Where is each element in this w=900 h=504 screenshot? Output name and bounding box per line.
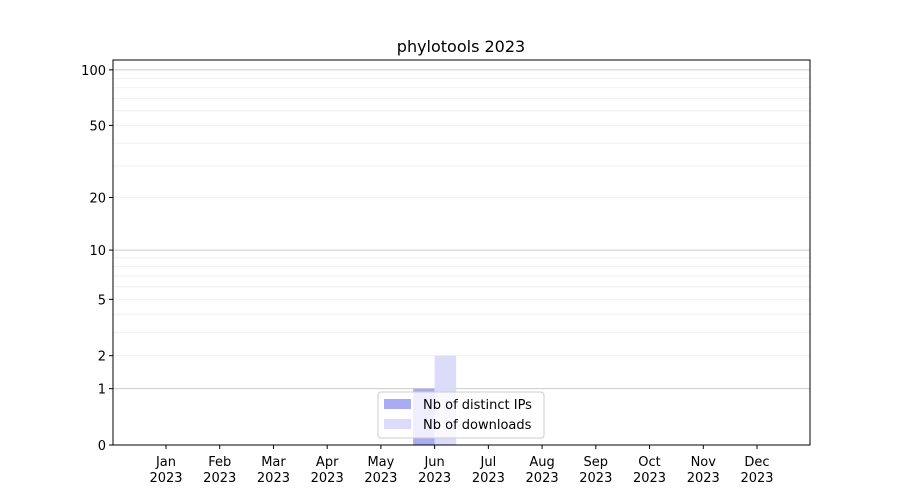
legend: Nb of distinct IPs Nb of downloads bbox=[377, 391, 545, 439]
legend-label: Nb of downloads bbox=[423, 418, 532, 433]
axes-frame bbox=[112, 59, 811, 446]
legend-box bbox=[377, 391, 545, 439]
y-tick-label: 50 bbox=[89, 119, 106, 134]
y-tick-label: 2 bbox=[98, 350, 106, 365]
y-tick-label: 0 bbox=[98, 439, 106, 454]
x-tick-label: Apr 2023 bbox=[311, 455, 344, 486]
chart-title: phylotools 2023 bbox=[397, 37, 525, 56]
x-tick-label: Nov 2023 bbox=[687, 455, 720, 486]
x-tick-label: Dec 2023 bbox=[740, 455, 773, 486]
legend-swatch bbox=[384, 419, 411, 429]
legend-label: Nb of distinct IPs bbox=[423, 398, 532, 413]
legend-swatch bbox=[384, 399, 411, 409]
x-tick-label: Sep 2023 bbox=[579, 455, 612, 486]
y-tick-label: 5 bbox=[98, 293, 106, 308]
x-tick-label: Aug 2023 bbox=[526, 455, 559, 486]
y-tick-label: 20 bbox=[89, 192, 106, 207]
x-tick-label: Feb 2023 bbox=[203, 455, 236, 486]
y-tick-label: 1 bbox=[98, 383, 106, 398]
x-tick-label: Jan 2023 bbox=[149, 455, 182, 486]
x-tick-label: Oct 2023 bbox=[633, 455, 666, 486]
x-tick-label: Mar 2023 bbox=[257, 455, 290, 486]
x-tick-label: May 2023 bbox=[364, 455, 397, 486]
x-tick-label: Jun 2023 bbox=[418, 455, 451, 486]
x-tick-label: Jul 2023 bbox=[472, 455, 505, 486]
y-tick-label: 10 bbox=[89, 244, 106, 259]
y-tick-label: 100 bbox=[81, 64, 106, 79]
